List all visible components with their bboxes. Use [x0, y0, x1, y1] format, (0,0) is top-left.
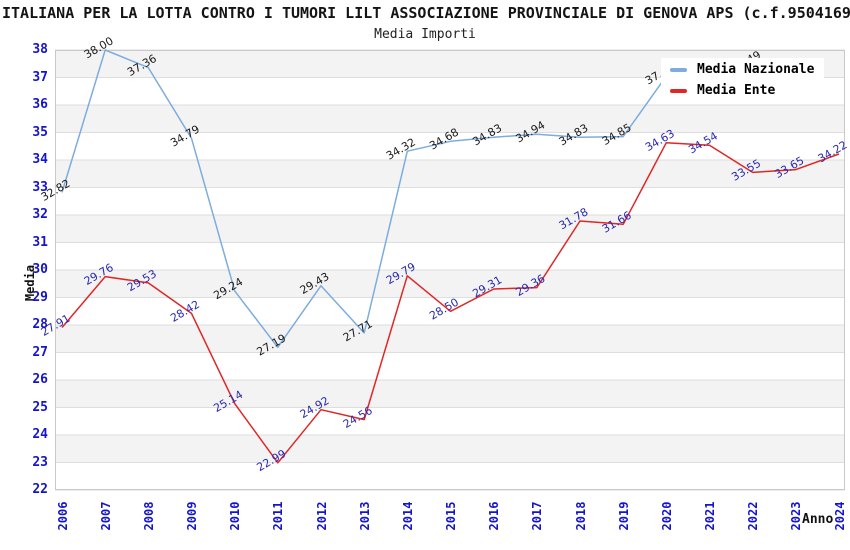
x-tick-label: 2014: [400, 501, 415, 531]
legend-item-media-nazionale: Media Nazionale: [670, 62, 815, 77]
data-label: 34.54: [686, 129, 720, 156]
x-axis-title: Anno: [802, 512, 834, 527]
y-tick-label: 33: [32, 179, 48, 195]
x-tick-label: 2012: [314, 501, 329, 531]
x-tick-label: 2024: [832, 501, 847, 531]
x-tick-label: 2022: [746, 501, 761, 531]
x-tick-label: 2019: [616, 501, 631, 531]
x-tick-label: 2016: [487, 501, 502, 531]
y-tick-label: 36: [32, 97, 48, 112]
y-tick-label: 23: [32, 454, 48, 470]
x-tick-label: 2009: [185, 501, 199, 531]
y-tick-label: 29: [32, 289, 48, 305]
x-tick-label: 2017: [530, 501, 545, 531]
y-tick-label: 28: [32, 317, 48, 332]
chart-legend: Media Nazionale Media Ente: [661, 58, 825, 104]
page-title: ITALIANA PER LA LOTTA CONTRO I TUMORI LI…: [2, 4, 850, 22]
y-tick-label: 22: [32, 482, 48, 497]
y-tick-label: 26: [32, 372, 48, 387]
x-tick-label: 2021: [703, 501, 717, 531]
x-tick-label: 2010: [228, 501, 243, 531]
x-tick-label: 2018: [573, 501, 588, 531]
y-tick-label: 30: [32, 262, 48, 277]
legend-label: Media Nazionale: [697, 62, 815, 77]
x-tick-label: 2006: [55, 501, 70, 531]
y-tick-label: 31: [32, 234, 48, 250]
y-tick-label: 34: [32, 152, 48, 167]
data-label: 28.42: [168, 298, 202, 325]
y-tick-label: 37: [32, 69, 48, 85]
data-label: 34.32: [384, 136, 418, 163]
chart-subtitle: Media Importi: [374, 27, 476, 42]
y-tick-label: 32: [32, 207, 48, 222]
media-ente-line-swatch-icon: [670, 88, 687, 93]
x-tick-label: 2020: [659, 501, 674, 531]
data-label: 28.50: [427, 296, 461, 323]
chart-canvas: 32.8238.0037.3634.7929.2427.1929.4327.71…: [39, 34, 850, 491]
y-tick-label: 38: [32, 42, 48, 57]
media-nazionale-line-swatch-icon: [670, 67, 687, 72]
legend-item-media-ente: Media Ente: [670, 83, 815, 98]
x-tick-label: 2007: [98, 501, 113, 531]
plot-area: 32.82 38.00 37.36 34.79 29.24 27.19 29.43 27.71…: [39, 34, 850, 491]
x-tick-label: 2011: [271, 501, 286, 531]
legend-label: Media Ente: [697, 83, 776, 98]
y-tick-label: 27: [32, 344, 48, 360]
y-tick-label: 24: [32, 427, 48, 442]
x-tick-label: 2013: [357, 501, 372, 531]
y-tick-label: 25: [32, 399, 48, 415]
x-tick-label: 2015: [444, 501, 458, 531]
y-tick-label: 35: [32, 124, 48, 140]
x-tick-label: 2008: [141, 501, 156, 531]
